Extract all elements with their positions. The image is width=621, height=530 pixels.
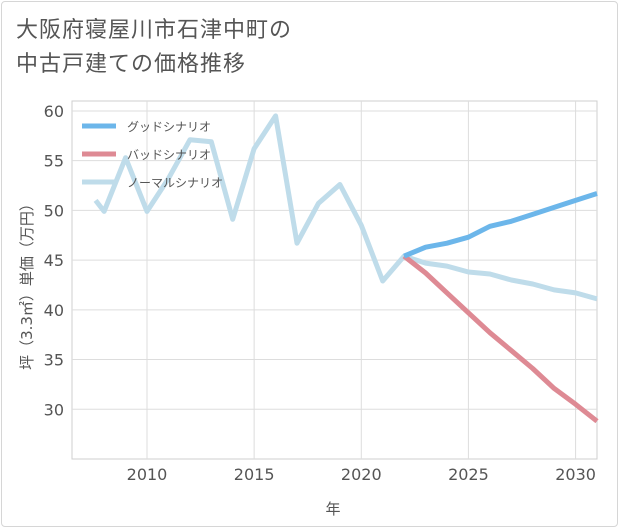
legend-item-bad[interactable]: バッドシナリオ	[82, 148, 211, 162]
y-tick-labels: 30 35 40 45 50 55 60	[44, 102, 64, 419]
y-axis-label: 坪（3.3㎡）単価（万円）	[18, 196, 36, 370]
x-tick-label: 2030	[555, 465, 596, 484]
y-tick-label: 55	[44, 152, 64, 171]
x-tick-label: 2020	[341, 465, 382, 484]
chart-title-line-2: 中古戸建ての価格推移	[16, 52, 247, 77]
chart-title: 大阪府寝屋川市石津中町の 中古戸建ての価格推移	[16, 14, 292, 82]
normal-scenario-line	[93, 113, 598, 302]
x-tick-label: 2010	[127, 465, 168, 484]
y-tick-label: 60	[44, 102, 64, 121]
series-lines	[93, 113, 599, 424]
legend-label: グッドシナリオ	[127, 120, 211, 134]
bad-scenario-line	[402, 254, 599, 424]
x-axis-label: 年	[325, 500, 340, 518]
y-tick-label: 35	[44, 351, 64, 370]
legend-item-normal[interactable]: ノーマルシナリオ	[82, 176, 223, 190]
y-tick-label: 30	[44, 400, 64, 419]
x-tick-labels: 2010 2015 2020 2025 2030	[127, 465, 596, 484]
chart-title-line-1: 大阪府寝屋川市石津中町の	[16, 18, 293, 43]
legend-item-good[interactable]: グッドシナリオ	[82, 120, 211, 134]
good-scenario-line	[403, 191, 598, 259]
y-tick-label: 40	[44, 301, 64, 320]
grid-lines	[72, 101, 597, 459]
x-tick-label: 2015	[234, 465, 275, 484]
y-tick-label: 45	[44, 251, 64, 270]
legend-label: ノーマルシナリオ	[127, 176, 223, 190]
y-tick-label: 50	[44, 201, 64, 220]
x-tick-label: 2025	[448, 465, 489, 484]
legend-label: バッドシナリオ	[127, 148, 211, 162]
